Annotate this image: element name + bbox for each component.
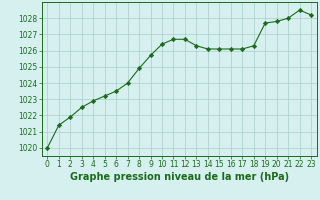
X-axis label: Graphe pression niveau de la mer (hPa): Graphe pression niveau de la mer (hPa): [70, 172, 289, 182]
